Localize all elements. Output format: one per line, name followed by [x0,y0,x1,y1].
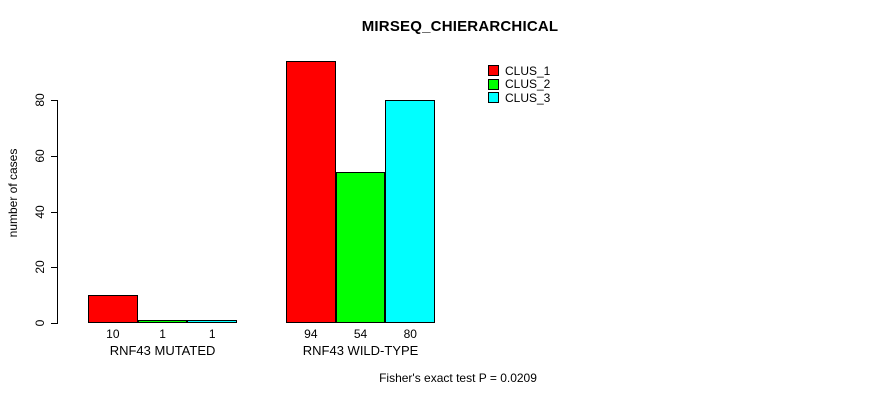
chart-title: MIRSEQ_CHIERARCHICAL [361,18,559,35]
bar-value-label: 10 [106,327,120,341]
category-label: RNF43 MUTATED [109,343,216,358]
legend-swatch-icon [488,65,499,77]
bar-value-label: 1 [208,327,216,341]
legend: CLUS_1 CLUS_2 CLUS_3 [488,64,550,105]
y-axis-tick [51,267,58,269]
bar-value-label: 80 [403,327,417,341]
legend-label: CLUS_1 [505,63,551,78]
y-axis-tick-label: 40 [33,204,47,219]
bar-clus_2-wild-type [335,172,386,323]
legend-item: CLUS_3 [488,91,550,105]
y-axis-tick [51,323,58,324]
legend-swatch-icon [488,92,499,104]
legend-item: CLUS_1 [488,64,550,78]
y-axis-tick-label: 80 [33,93,47,107]
bar-value-label: 1 [159,327,166,341]
legend-label: CLUS_3 [505,90,551,105]
bar-clus_2-mutated [137,320,188,323]
annotation-text: Fisher's exact test P = 0.0209 [379,371,537,385]
bar-clus_3-mutated [187,320,238,323]
y-axis-tick-label: 60 [33,149,47,163]
y-axis-tick [51,155,58,157]
legend-label: CLUS_2 [505,77,551,92]
legend-swatch-icon [488,78,499,90]
y-axis-tick-label: 0 [33,319,47,327]
bar-clus_1-mutated [88,295,138,323]
bar-clus_3-wild-type [385,100,436,323]
category-label: RNF43 WILD-TYPE [302,343,419,358]
y-axis-tick-label: 20 [33,260,47,274]
bar-clus_1-wild-type [286,60,336,323]
legend-item: CLUS_2 [488,77,551,92]
y-axis-tick [51,211,58,213]
bar-value-label: 54 [353,327,368,341]
y-axis-tick [51,100,58,101]
bar-value-label: 94 [304,327,318,341]
